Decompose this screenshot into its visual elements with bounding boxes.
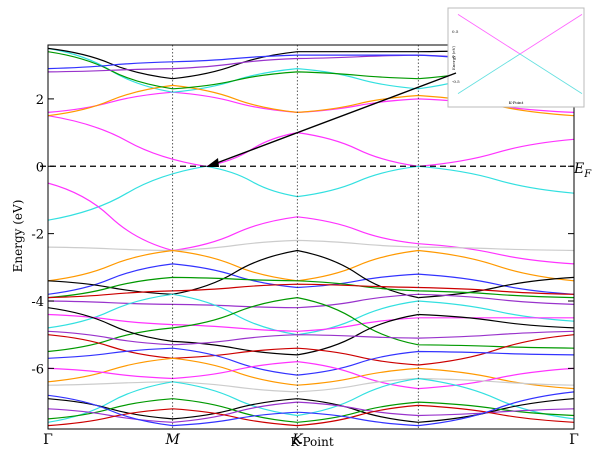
band-line <box>48 404 574 427</box>
inset-chart: K-Point Energy (eV) 0.5 0 -0.5 <box>447 7 585 108</box>
band-line <box>48 398 574 423</box>
y-axis-label: Energy (eV) <box>11 200 25 273</box>
band-line <box>48 377 574 393</box>
band-line <box>48 249 574 282</box>
inset-ytick-label: 0 <box>452 54 455 59</box>
y-tick-label: -4 <box>31 295 44 310</box>
band-line <box>48 377 574 423</box>
band-line <box>48 239 574 252</box>
high-symmetry-lines <box>172 45 419 429</box>
y-tick-label: -6 <box>31 362 44 377</box>
band-line <box>48 296 574 353</box>
inset-band-line <box>457 53 583 94</box>
x-axis-label: K-Point <box>290 435 334 449</box>
fermi-label-main: E <box>573 161 584 177</box>
band-line <box>48 182 574 265</box>
inset-y-axis-label: Energy (eV) <box>451 45 456 70</box>
y-tick-label: -2 <box>31 228 44 243</box>
fermi-level-label: EF <box>573 161 592 180</box>
fermi-label-sub: F <box>583 169 592 180</box>
plot-frame <box>47 44 575 430</box>
inset-band-lines <box>457 14 583 94</box>
dirac-point-arrow <box>206 72 457 167</box>
inset-frame <box>447 7 585 108</box>
band-line <box>48 334 574 366</box>
band-line <box>48 249 574 299</box>
band-line <box>48 391 574 427</box>
y-tick-label: 2 <box>36 93 44 108</box>
band-line <box>48 115 574 167</box>
x-tick-label: K <box>291 432 304 448</box>
band-line <box>48 330 574 346</box>
inset-ytick-label: -0.5 <box>452 79 460 84</box>
y-tick-label: 0 <box>36 160 44 175</box>
band-line <box>48 165 574 221</box>
band-line <box>48 313 574 332</box>
band-line <box>48 307 574 356</box>
inset-x-axis-label: K-Point <box>509 100 524 105</box>
x-tick-label: M <box>164 432 180 448</box>
x-tick-label: Γ <box>43 432 53 448</box>
inset-ytick-label: 0.5 <box>452 29 459 34</box>
x-tick-label: Γ <box>569 432 579 448</box>
